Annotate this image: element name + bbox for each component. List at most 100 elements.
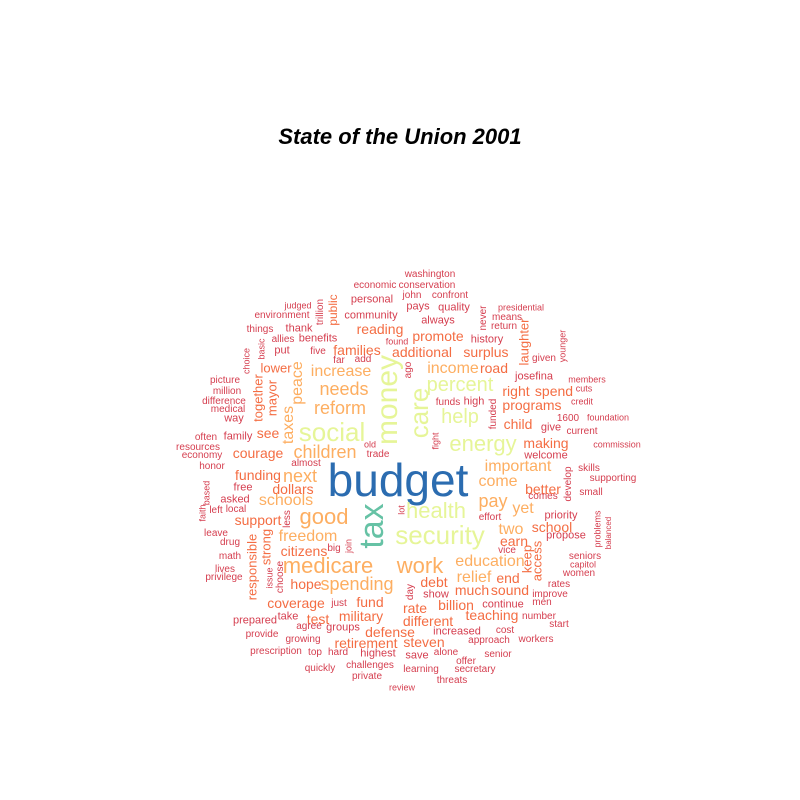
word-josefina: josefina — [515, 370, 553, 383]
word-security: security — [395, 520, 485, 550]
word-things: things — [246, 324, 274, 335]
word-free: free — [233, 481, 253, 494]
word-judged: judged — [284, 300, 312, 311]
word-courage: courage — [232, 445, 284, 461]
word-road: road — [479, 360, 509, 376]
word-approach: approach — [468, 635, 510, 646]
word-better: better — [525, 481, 561, 497]
word-medical: medical — [210, 404, 246, 415]
word-left: left — [209, 505, 223, 516]
word-commission: commission — [593, 439, 641, 450]
word-basic: basic — [256, 338, 267, 360]
word-earn: earn — [499, 533, 529, 549]
word-add: add — [354, 354, 372, 365]
word-defense: defense — [365, 624, 415, 640]
word-prescription: prescription — [250, 646, 302, 657]
word-rate: rate — [402, 600, 428, 616]
word-seniors: seniors — [568, 551, 602, 562]
word-members: members — [568, 374, 606, 385]
word-vice: vice — [498, 545, 516, 556]
word-income: income — [427, 360, 479, 377]
word-review: review — [388, 682, 416, 693]
word-additional: additional — [392, 344, 452, 360]
chart-title: State of the Union 2001 — [278, 124, 522, 149]
word-less: less — [282, 510, 293, 528]
word-million: million — [212, 386, 242, 397]
word-old: old — [363, 439, 377, 450]
word-work: work — [396, 553, 444, 578]
word-improve: improve — [532, 589, 568, 600]
word-means: means — [491, 312, 523, 323]
word-highest: highest — [360, 647, 396, 660]
word-thank: thank — [285, 322, 313, 335]
word-money: money — [371, 354, 404, 446]
word-leave: leave — [204, 528, 228, 539]
word-needs: needs — [319, 379, 369, 399]
word-reading: reading — [356, 321, 404, 337]
word-different: different — [402, 613, 454, 629]
word-children: children — [293, 442, 357, 462]
word-continue: continue — [482, 598, 524, 611]
word-budget: budget — [327, 454, 469, 506]
word-taxes: taxes — [280, 405, 297, 445]
word-choose: choose — [275, 560, 286, 594]
word-funds: funds — [435, 397, 461, 408]
word-effort: effort — [478, 512, 502, 523]
word-good: good — [299, 504, 349, 529]
word-cuts: cuts — [575, 383, 593, 394]
word-lives: lives — [214, 564, 236, 575]
word-much: much — [454, 582, 490, 598]
word-energy: energy — [449, 431, 517, 456]
word-yet: yet — [512, 500, 534, 517]
word-see: see — [256, 425, 280, 441]
word-resources: resources — [176, 442, 220, 453]
word-top: top — [308, 647, 322, 658]
word-welcome: welcome — [524, 449, 568, 462]
word-retirement: retirement — [334, 635, 398, 651]
word-threats: threats — [436, 675, 468, 686]
word-balanced: balanced — [604, 516, 613, 550]
word-picture: picture — [209, 375, 241, 386]
word-younger: younger — [557, 329, 568, 363]
word-five: five — [310, 346, 326, 357]
word-schools: schools — [258, 492, 314, 509]
word-percent: percent — [426, 374, 494, 396]
word-take: take — [277, 610, 299, 623]
word-workers: workers — [518, 634, 554, 645]
word-problems: problems — [592, 510, 603, 548]
word-privilege: privilege — [205, 572, 243, 583]
word-drug: drug — [219, 537, 241, 548]
word-next: next — [282, 466, 318, 486]
word-making: making — [523, 435, 569, 451]
word-honor: honor — [199, 461, 225, 472]
word-pay: pay — [478, 491, 508, 511]
word-faith: faith — [197, 504, 208, 522]
word-skills: skills — [578, 463, 600, 474]
word-provide: provide — [245, 629, 279, 640]
word-surplus: surplus — [463, 344, 509, 360]
word-social: social — [298, 417, 366, 447]
word-freedom: freedom — [278, 528, 338, 545]
word-personal: personal — [350, 293, 394, 306]
word-allies: allies — [271, 334, 295, 345]
word-women: women — [562, 568, 596, 579]
word-trade: trade — [366, 449, 390, 460]
word-relief: relief — [456, 569, 492, 586]
word-based: based — [201, 480, 212, 506]
word-rates: rates — [547, 579, 571, 590]
word-billion: billion — [438, 597, 474, 613]
word-peace: peace — [289, 361, 306, 405]
word-tax: tax — [353, 503, 391, 549]
word-save: save — [405, 649, 429, 662]
word-supporting: supporting — [589, 473, 637, 484]
word-medicare: medicare — [282, 553, 374, 578]
word-washington: washington — [404, 269, 456, 280]
word-reform: reform — [313, 398, 367, 418]
word-small: small — [579, 487, 603, 498]
word-propose: propose — [546, 529, 586, 542]
word-funded: funded — [488, 398, 499, 430]
word-important: important — [484, 458, 552, 475]
word-growing: growing — [285, 634, 321, 645]
word-asked: asked — [220, 493, 250, 506]
